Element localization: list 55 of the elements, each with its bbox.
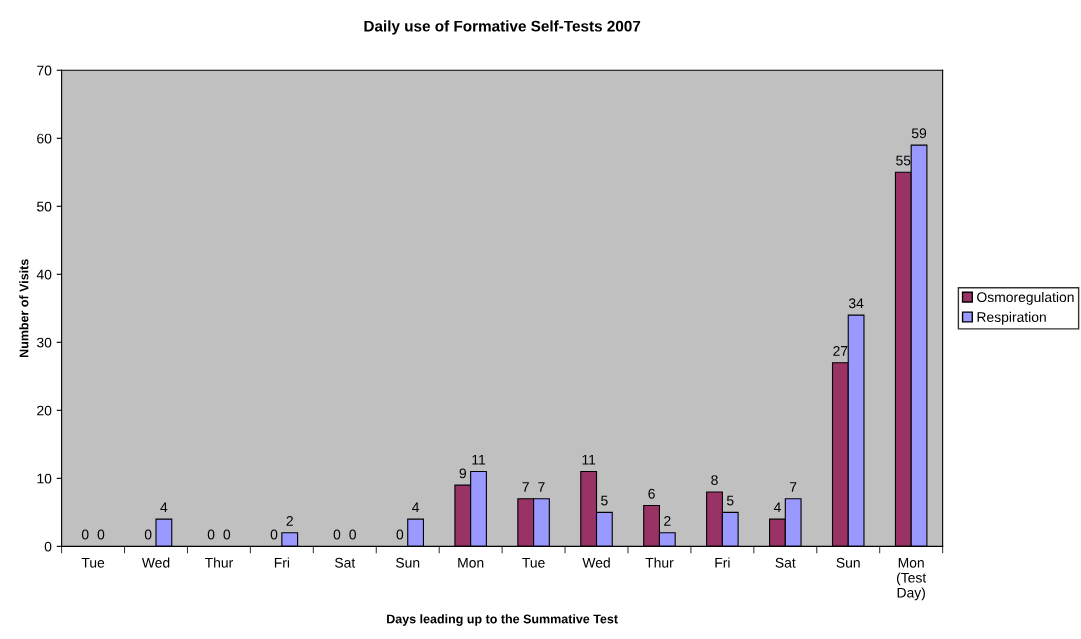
- x-tick-label: Wed: [582, 557, 610, 568]
- data-label: 7: [538, 482, 545, 492]
- data-label: 0: [97, 529, 105, 540]
- chart-title: Daily use of Formative Self-Tests 2007: [364, 20, 641, 35]
- y-tick-label: 10: [37, 473, 52, 484]
- x-tick-label: Thur: [204, 557, 233, 568]
- x-tick-label: Mon: [458, 557, 484, 568]
- x-tick-label: Fri: [274, 557, 290, 568]
- x-axis-title: Days leading up to the Summative Test: [387, 614, 618, 626]
- data-label: 0: [223, 529, 231, 540]
- data-label: 11: [582, 454, 596, 465]
- data-label: 0: [207, 529, 215, 540]
- data-label: 0: [144, 529, 152, 540]
- x-tick-label: Fri: [715, 557, 730, 568]
- data-label: 11: [472, 454, 486, 465]
- x-tick-label: Tue: [522, 557, 545, 568]
- data-label: 4: [773, 502, 781, 513]
- y-tick-label: 50: [37, 201, 52, 212]
- y-tick-label: 20: [37, 405, 52, 416]
- legend-label: Osmoregulation: [977, 291, 1074, 305]
- data-label: 0: [396, 529, 404, 540]
- y-tick-label: 70: [37, 65, 52, 76]
- data-label: 34: [848, 298, 864, 309]
- data-label: 0: [349, 529, 356, 540]
- data-label: 5: [601, 495, 608, 506]
- data-label: 59: [911, 128, 927, 139]
- data-label: 2: [286, 516, 293, 526]
- data-label: 0: [270, 529, 278, 540]
- x-tick-label: Sat: [775, 557, 796, 568]
- y-axis-title: Number of Visits: [19, 259, 29, 358]
- x-tick-label: Sun: [836, 557, 860, 568]
- data-label: 7: [790, 482, 797, 492]
- x-tick-label: Mon (Test Day): [896, 557, 927, 601]
- data-label: 6: [648, 488, 655, 499]
- y-tick-label: 0: [44, 541, 52, 552]
- data-label: 27: [833, 345, 848, 356]
- data-label: 0: [81, 529, 89, 540]
- x-tick-label: Sat: [335, 557, 356, 568]
- legend-label: Respiration: [977, 311, 1046, 325]
- data-label: 5: [726, 495, 734, 506]
- data-label: 7: [522, 482, 529, 492]
- data-label: 55: [896, 155, 911, 166]
- x-tick-label: Tue: [81, 557, 105, 568]
- x-tick-label: Wed: [141, 557, 170, 568]
- data-label: 9: [459, 468, 466, 479]
- data-label: 8: [711, 475, 718, 486]
- x-tick-label: Sun: [396, 557, 420, 568]
- data-label: 4: [160, 502, 168, 513]
- data-label: 2: [664, 516, 671, 526]
- y-tick-label: 40: [36, 269, 52, 280]
- data-label: 4: [412, 502, 420, 513]
- x-tick-label: Thur: [645, 557, 674, 568]
- data-label: 0: [333, 529, 341, 540]
- y-tick-label: 30: [36, 337, 52, 348]
- y-tick-label: 60: [37, 133, 52, 144]
